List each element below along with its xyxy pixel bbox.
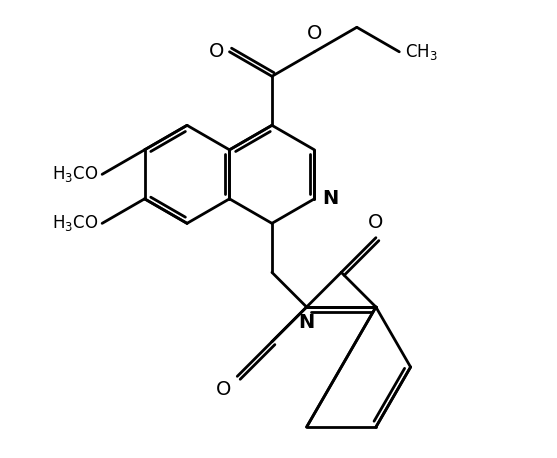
Text: O: O	[216, 380, 232, 399]
Text: O: O	[307, 24, 322, 44]
Text: CH$_3$: CH$_3$	[405, 42, 438, 62]
Text: O: O	[208, 42, 224, 61]
Text: N: N	[299, 313, 315, 332]
Text: H$_3$CO: H$_3$CO	[52, 164, 99, 184]
Text: N: N	[323, 189, 339, 208]
Text: O: O	[368, 213, 384, 232]
Text: H$_3$CO: H$_3$CO	[52, 213, 99, 233]
